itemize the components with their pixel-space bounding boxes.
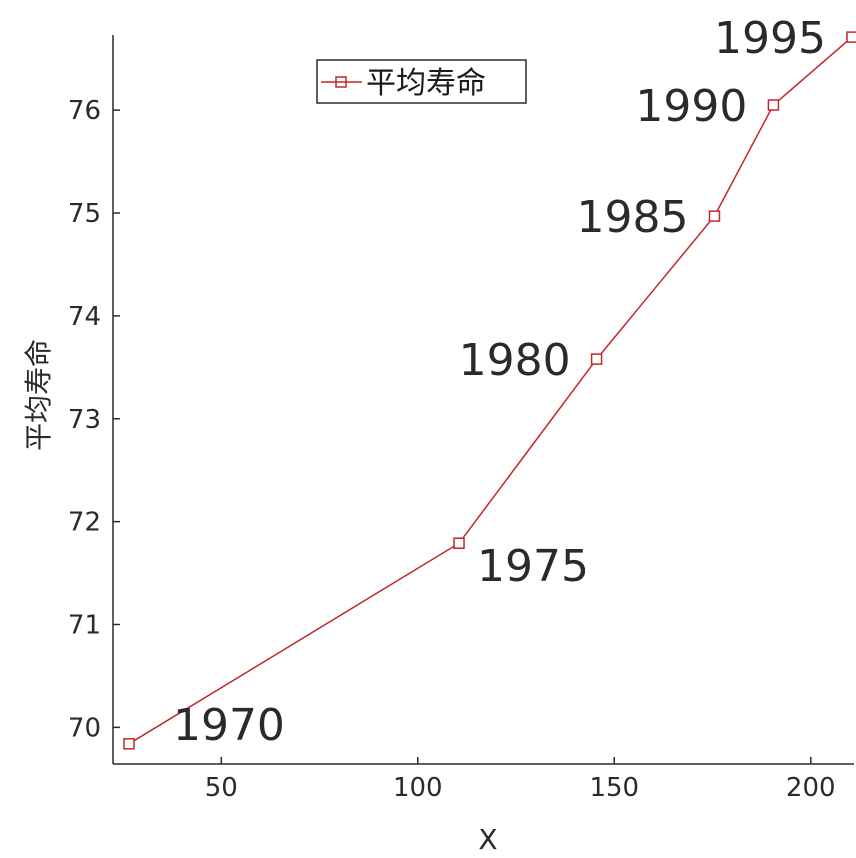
series-line [128, 36, 853, 745]
x-ticks: 50 100 150 200 [205, 757, 836, 803]
y-tick-label: 70 [68, 713, 101, 743]
axes [112, 35, 854, 765]
data-point-marker [123, 738, 135, 750]
y-ticks: 70 71 72 73 74 75 76 [68, 96, 120, 743]
y-tick-label: 72 [68, 508, 101, 538]
y-tick-label: 75 [68, 199, 101, 229]
x-axis-title: X [478, 823, 497, 856]
x-tick-label: 50 [205, 773, 238, 803]
y-tick-label: 73 [68, 405, 101, 435]
data-point-marker [590, 353, 603, 365]
data-point-marker [453, 537, 465, 549]
point-labels: 1970 1975 1980 1985 1990 1995 [173, 13, 826, 751]
legend: 平均寿命 [316, 59, 527, 104]
y-tick-label: 76 [68, 96, 101, 126]
x-tick-label: 150 [589, 773, 639, 803]
point-label: 1975 [477, 541, 589, 592]
legend-marker [335, 76, 347, 88]
data-point-marker [767, 99, 780, 111]
series-group [123, 31, 856, 750]
point-label: 1980 [459, 335, 571, 386]
x-tick-label: 100 [393, 773, 443, 803]
data-point-marker [846, 31, 856, 43]
point-label: 1970 [173, 700, 285, 751]
y-axis-title: 平均寿命 [22, 339, 55, 451]
y-tick-label: 71 [68, 610, 101, 640]
x-tick-label: 200 [786, 773, 836, 803]
y-tick-label: 74 [68, 302, 101, 332]
data-point-marker [708, 210, 721, 222]
point-label: 1990 [635, 81, 747, 132]
legend-label: 平均寿命 [366, 66, 486, 101]
point-label: 1985 [576, 192, 688, 243]
point-label: 1995 [714, 13, 826, 64]
